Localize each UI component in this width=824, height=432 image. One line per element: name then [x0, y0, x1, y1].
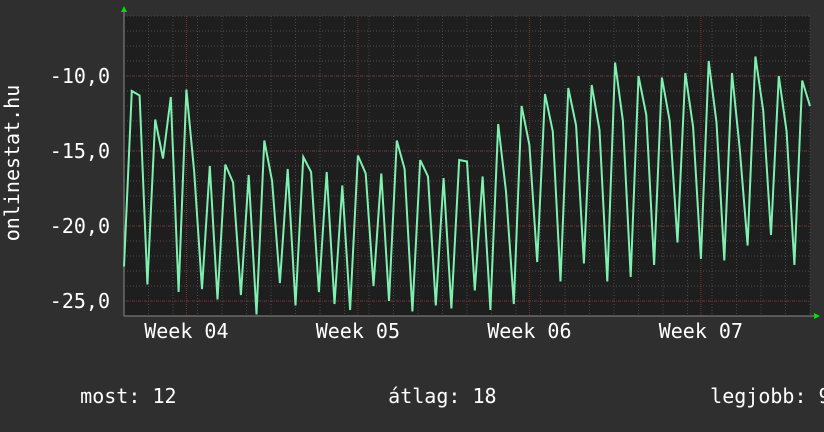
y-axis-arrow	[121, 6, 127, 12]
atlag-value: 18	[472, 384, 497, 408]
legjobb-value: 9	[819, 384, 824, 408]
most-stat: most: 12	[32, 360, 177, 432]
y-tick-label: -15,0	[50, 139, 110, 163]
x-tick-label: Week 06	[487, 319, 571, 343]
atlag-stat: átlag: 18	[340, 360, 497, 432]
side-label: onlinestat.hu	[0, 85, 24, 242]
y-tick-label: -20,0	[50, 214, 110, 238]
x-tick-label: Week 05	[316, 319, 400, 343]
y-tick-label: -25,0	[50, 289, 110, 313]
x-tick-label: Week 07	[659, 319, 743, 343]
most-value: 12	[152, 384, 177, 408]
series-line	[123, 56, 811, 315]
legjobb-stat: legjobb: 9	[662, 360, 824, 432]
atlag-label: átlag:	[388, 384, 461, 408]
x-tick-label: Week 04	[144, 319, 228, 343]
most-label: most:	[80, 384, 141, 408]
chart-svg: -25,0-20,0-15,0-10,0 Week 04 Week 05 Week …	[0, 6, 820, 343]
x-axis-arrow	[814, 313, 820, 319]
x-tick-labels: Week 04 Week 05 Week 06 Week 07	[144, 319, 743, 343]
y-tick-label: -10,0	[50, 64, 110, 88]
major-grid	[124, 16, 810, 316]
footer: most: 12 átlag: 18 legjobb: 9	[0, 360, 824, 408]
legjobb-label: legjobb:	[710, 384, 807, 408]
y-tick-labels: -25,0 -20,0 -15,0 -10,0	[50, 64, 110, 313]
